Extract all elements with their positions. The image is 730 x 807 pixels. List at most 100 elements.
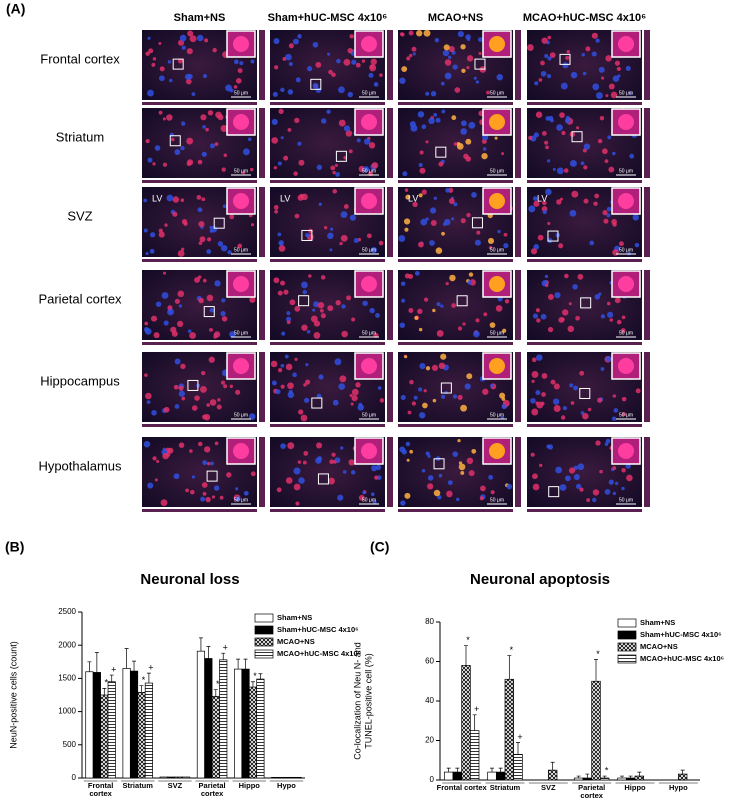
cell: [419, 363, 426, 370]
column-header: MCAO+hUC-MSC 4x10⁶: [523, 12, 646, 24]
legend-label: MCAO+hUC-MSC 4x10⁶: [277, 649, 361, 658]
cell: [277, 368, 283, 373]
cell: [335, 172, 340, 177]
cell: [614, 297, 621, 304]
cell: [605, 438, 611, 444]
inset-cell: [233, 443, 249, 459]
inset-cell: [618, 276, 634, 292]
cell: [433, 196, 437, 200]
cell: [328, 69, 333, 75]
error-bar: [221, 652, 226, 660]
x-tick-label: Parietal cortex: [198, 782, 226, 798]
cell: [199, 236, 206, 243]
cell: [580, 161, 585, 166]
cell: [482, 147, 487, 151]
x-tick-label-box: Striatum: [123, 782, 153, 790]
cell: [530, 248, 538, 255]
cell: [427, 483, 434, 490]
cell: [531, 379, 535, 384]
bar: [599, 777, 610, 781]
cell: [457, 30, 464, 38]
cell: [187, 30, 194, 37]
cell: [400, 500, 406, 506]
x-tick-label-box: Frontal cortex: [437, 784, 487, 792]
cell: [153, 332, 160, 339]
cell: [372, 500, 377, 504]
bottom-strip: [398, 342, 513, 345]
cell: [406, 56, 411, 61]
cell: [501, 404, 507, 410]
cell: [595, 440, 601, 446]
cell: [213, 485, 220, 491]
cell: [345, 130, 353, 137]
cell: [451, 115, 457, 121]
bar: [174, 776, 183, 779]
x-tick-label-box: Hippo: [239, 782, 260, 790]
micrograph: 50 μm: [142, 30, 265, 105]
cell: [229, 331, 236, 338]
scale-bar-label: 50 μm: [490, 412, 504, 418]
bottom-strip: [398, 102, 513, 105]
cell: [214, 441, 219, 446]
cell: [313, 332, 321, 339]
cell: [460, 44, 466, 50]
cell: [554, 292, 561, 299]
cell: [329, 248, 333, 252]
cell: [535, 308, 540, 313]
significance-mark: +: [111, 664, 116, 674]
cell: [162, 162, 168, 167]
cell: [358, 494, 365, 501]
cell: [221, 316, 228, 322]
cell: [378, 240, 384, 246]
cell: [501, 152, 505, 156]
cell: [560, 415, 566, 420]
cell: [147, 36, 151, 40]
cell: [536, 318, 541, 323]
cell: [541, 131, 547, 136]
cell: [278, 108, 284, 114]
cell: [206, 403, 211, 407]
cell: [435, 117, 441, 123]
cell: [202, 73, 208, 79]
side-strip: [515, 187, 521, 257]
bar: [469, 730, 480, 781]
error-bar: [243, 658, 248, 670]
cell: [401, 298, 406, 303]
scale-bar-label: 50 μm: [234, 90, 248, 96]
cell: [177, 320, 184, 327]
cell: [490, 490, 495, 495]
cell: [330, 165, 336, 171]
cell: [235, 496, 241, 502]
cell: [506, 483, 513, 490]
cell: [490, 383, 494, 388]
cell: [327, 52, 331, 56]
cell: [331, 452, 336, 457]
cell: [626, 474, 633, 482]
cell: [532, 483, 540, 491]
x-tick-label: SVZ: [167, 782, 183, 790]
cell: [331, 72, 336, 78]
cell: [280, 363, 285, 368]
cell: [181, 45, 186, 50]
cell: [556, 124, 563, 131]
cell: [481, 152, 488, 160]
cell: [349, 214, 356, 221]
cell: [466, 457, 474, 465]
cell: [234, 59, 239, 65]
cell: [181, 247, 185, 251]
cell: [544, 54, 549, 59]
roi-box: [580, 297, 592, 309]
cell: [215, 111, 222, 119]
cell: [608, 83, 615, 90]
cell: [233, 85, 238, 89]
bottom-strip: [527, 102, 642, 105]
cell: [292, 372, 297, 378]
side-strip: [644, 187, 650, 257]
cell: [599, 115, 605, 121]
cell: [576, 126, 580, 130]
cell: [280, 87, 285, 93]
cell: [145, 51, 150, 56]
cell: [612, 394, 617, 398]
cell: [355, 382, 361, 388]
cell: [427, 475, 434, 481]
